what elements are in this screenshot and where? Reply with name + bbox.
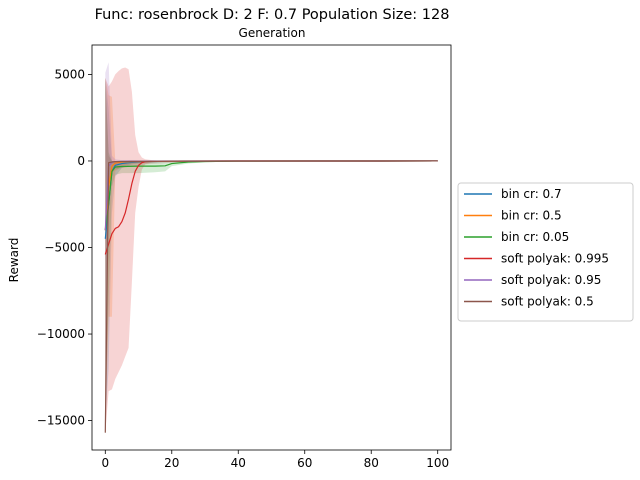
band-soft-polyak-0-995 xyxy=(105,67,438,433)
legend-label-bin-cr-0-5: bin cr: 0.5 xyxy=(501,209,562,223)
chart-subtitle: Generation xyxy=(239,26,306,40)
chart-title: Func: rosenbrock D: 2 F: 0.7 Population … xyxy=(95,7,450,23)
y-axis-label: Reward xyxy=(7,238,21,283)
series-line-soft-polyak-0-5 xyxy=(104,160,438,433)
x-tick-label: 60 xyxy=(297,456,312,470)
y-tick-label: −5000 xyxy=(44,241,85,255)
legend-box xyxy=(457,182,634,322)
plot-frame xyxy=(91,44,452,451)
x-tick-label: 20 xyxy=(164,456,179,470)
band-soft-polyak-0-5 xyxy=(105,77,438,433)
y-axis-ticks: 5000 0 −5000 −10000 −15000 xyxy=(37,67,92,428)
y-tick-label: −10000 xyxy=(37,327,85,341)
y-tick-label: −15000 xyxy=(37,414,85,428)
legend-label-soft-polyak-0-95: soft polyak: 0.95 xyxy=(501,273,601,287)
x-tick-label: 0 xyxy=(101,456,109,470)
band-soft-polyak-0-95 xyxy=(105,62,438,430)
confidence-bands xyxy=(105,62,438,433)
band-bin-cr-0-5 xyxy=(105,77,438,430)
x-tick-label: 100 xyxy=(426,456,449,470)
band-bin-cr-0-7 xyxy=(105,77,438,421)
legend-label-soft-polyak-0-995: soft polyak: 0.995 xyxy=(501,252,609,266)
y-tick-label: 0 xyxy=(77,154,85,168)
legend-label-bin-cr-0-7: bin cr: 0.7 xyxy=(501,187,562,201)
band-bin-cr-0-05 xyxy=(105,77,438,421)
legend-label-soft-polyak-0-5: soft polyak: 0.5 xyxy=(501,295,594,309)
x-axis-ticks: 0 20 40 60 80 100 xyxy=(101,450,449,470)
x-tick-label: 80 xyxy=(364,456,379,470)
y-tick-label: 5000 xyxy=(54,67,85,81)
series-line-bin-cr-0-7 xyxy=(104,160,438,239)
series-lines xyxy=(104,160,438,433)
x-tick-label: 40 xyxy=(231,456,246,470)
legend-label-bin-cr-0-05: bin cr: 0.05 xyxy=(501,230,569,244)
legend: bin cr: 0.7 bin cr: 0.5 bin cr: 0.05 soft p… xyxy=(457,182,634,322)
series-line-soft-polyak-0-995 xyxy=(104,160,438,255)
